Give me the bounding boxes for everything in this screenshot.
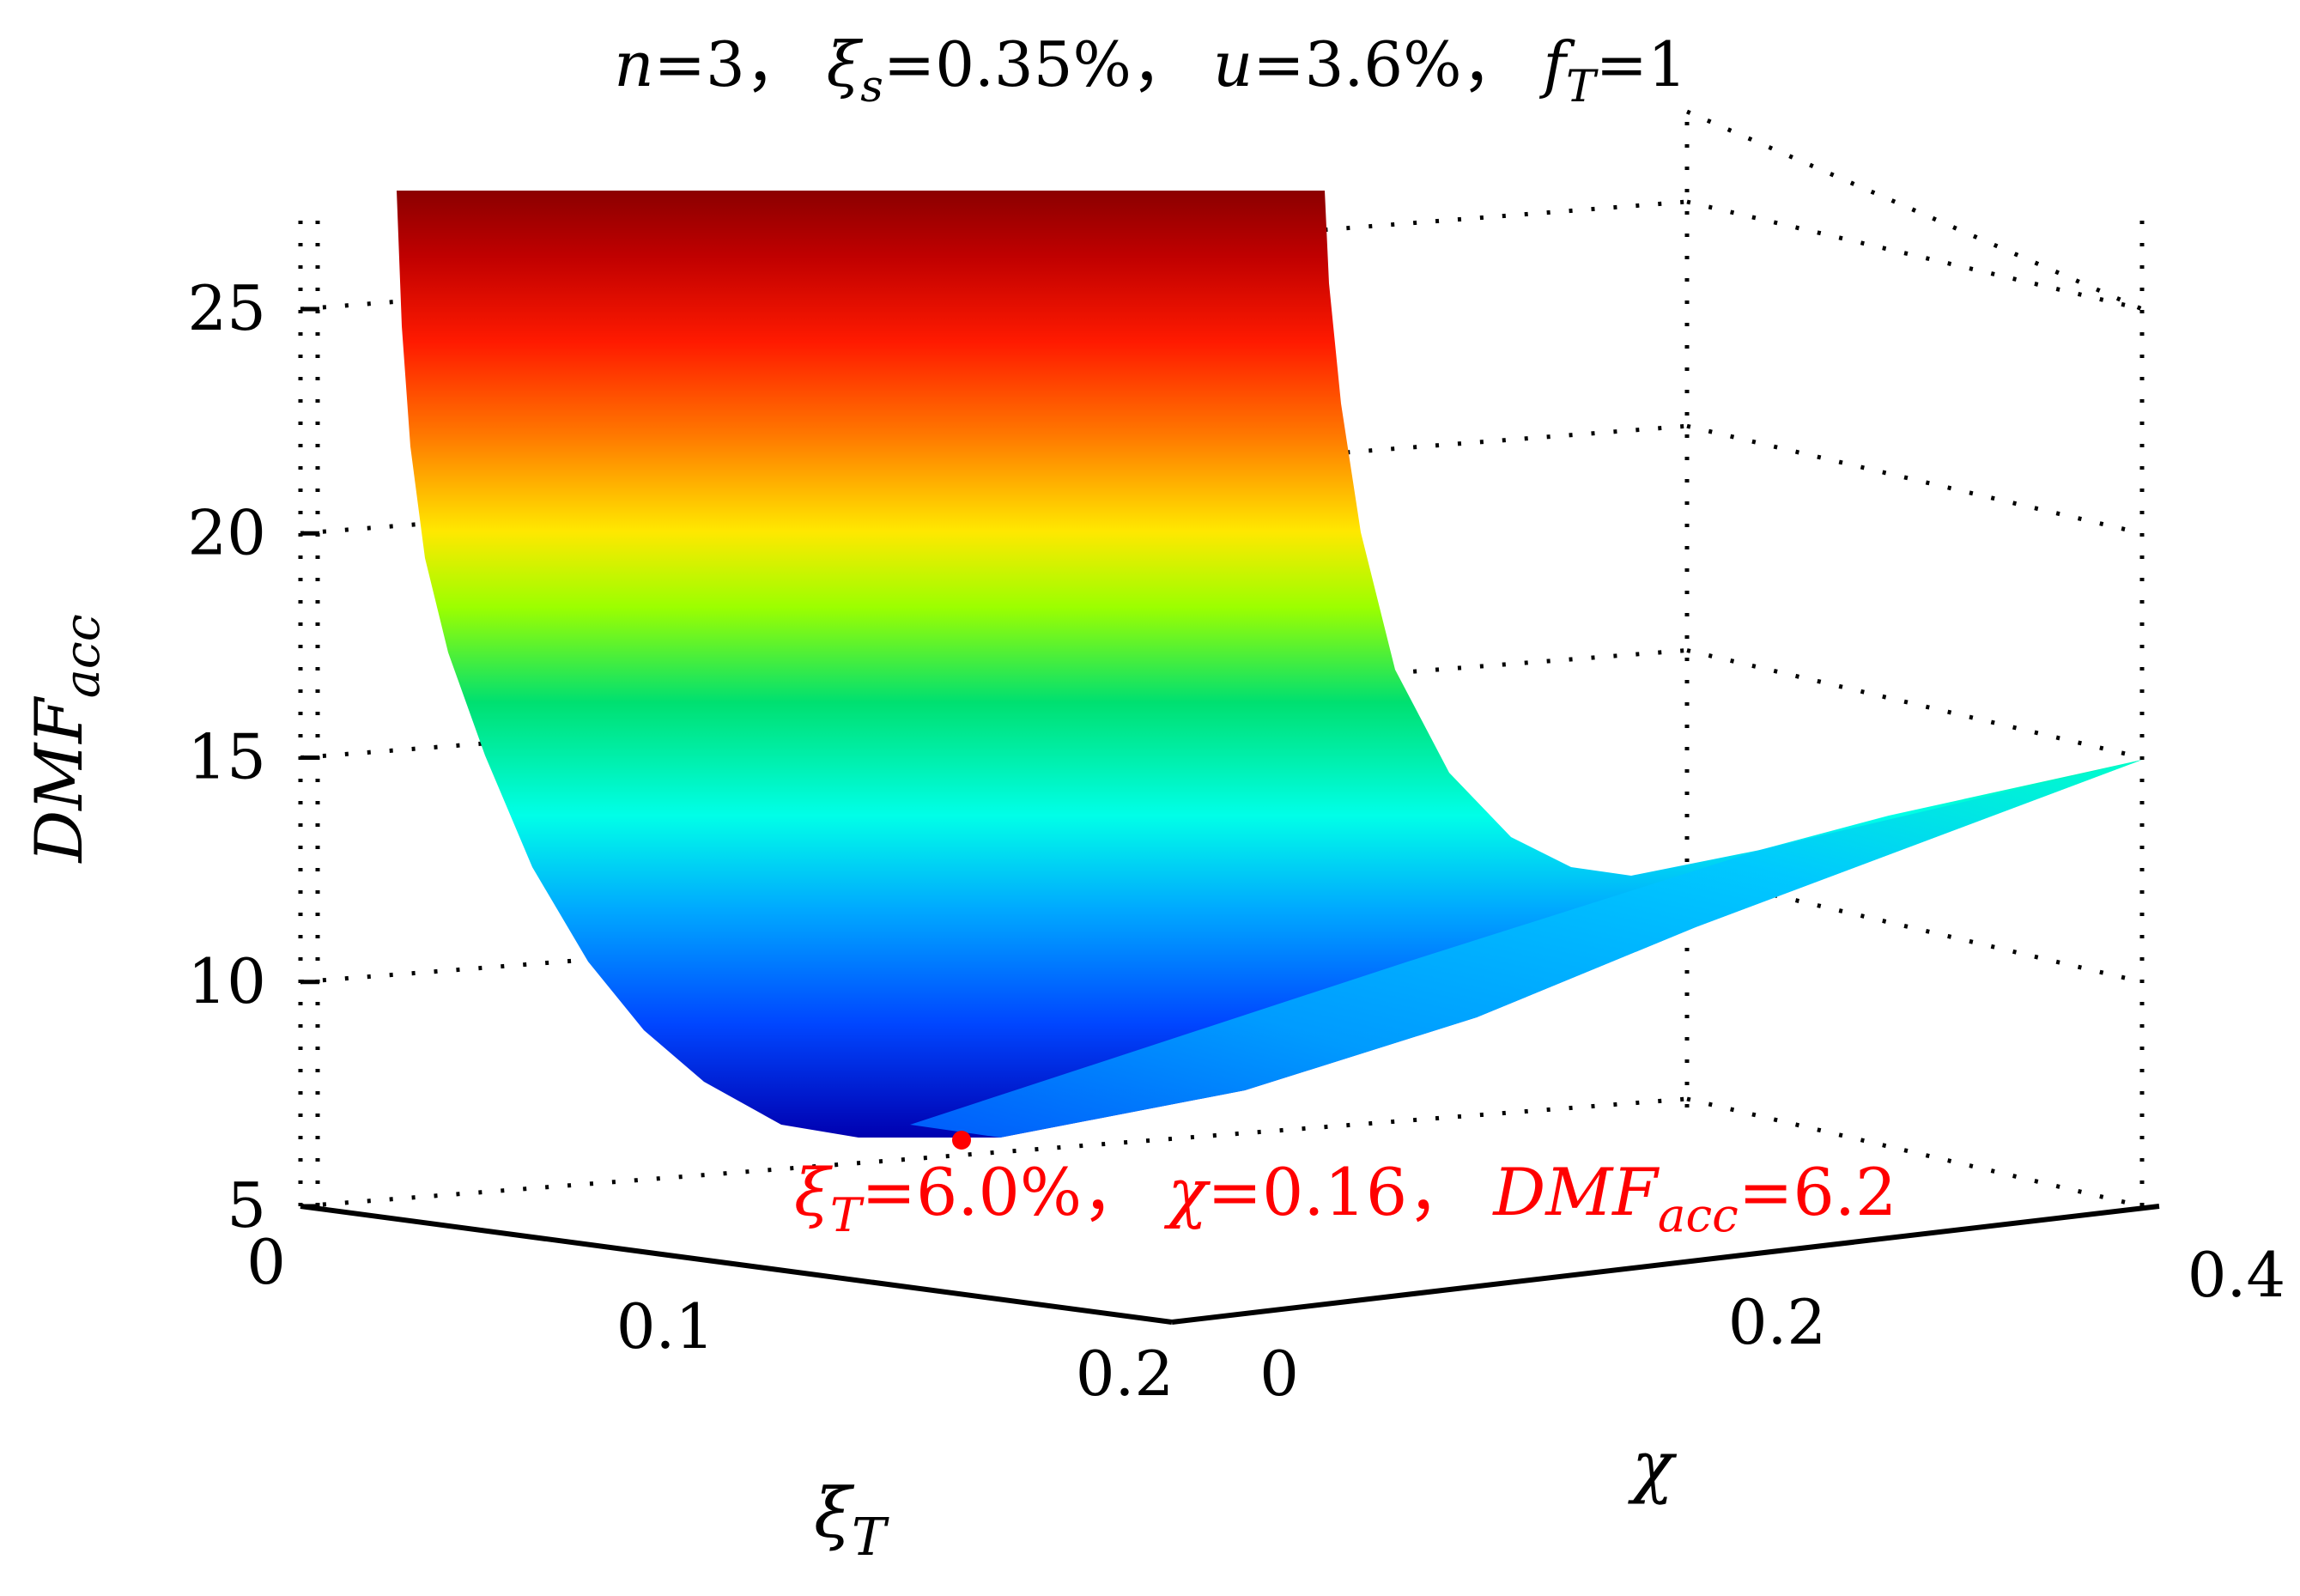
grid-line: [1686, 109, 2143, 312]
z-tick-label: 20: [187, 496, 266, 568]
z-tick-labels: 5 10 15 20 25: [187, 272, 319, 1241]
z-tick-label: 10: [187, 945, 266, 1017]
chart-title: n=3， ξs=0.35%， u=3.6%， fT=1: [614, 28, 1687, 112]
x-axis-label: ξT: [814, 1473, 889, 1568]
x-tick-label: 0: [246, 1226, 286, 1298]
z-axis-label: DMFacc: [21, 614, 111, 864]
surface-wing: [910, 760, 2142, 1138]
axes: [300, 1204, 2160, 1325]
y-tick-labels: 0 0.2 0.4: [1259, 1239, 2285, 1410]
z-tick-label: 25: [187, 272, 266, 344]
z-tick-label: 15: [187, 721, 266, 793]
minimum-annotation: ξT=6.0%， χ=0.16， DMFacc=6.2: [794, 1154, 1896, 1242]
grid-line: [1686, 648, 2143, 760]
grid-line: [1686, 199, 2143, 312]
y-tick-label: 0.2: [1728, 1286, 1827, 1358]
chi-axis-line: [1171, 1204, 2160, 1325]
surface-main: [397, 191, 2142, 1138]
x-tick-labels: 0 0.1 0.2: [246, 1226, 1174, 1410]
x-tick-label: 0.2: [1076, 1338, 1174, 1410]
z-tick-label: 5: [227, 1169, 266, 1241]
y-tick-label: 0: [1259, 1338, 1299, 1410]
x-tick-label: 0.1: [616, 1290, 715, 1362]
grid-line: [1686, 423, 2143, 536]
y-tick-label: 0.4: [2188, 1239, 2286, 1311]
minimum-point-marker: [952, 1131, 971, 1150]
y-axis-label: χ: [1628, 1426, 1678, 1506]
grid-line: [300, 1096, 1688, 1209]
surface: [397, 191, 2142, 1138]
xi-axis-line: [300, 1204, 1173, 1325]
